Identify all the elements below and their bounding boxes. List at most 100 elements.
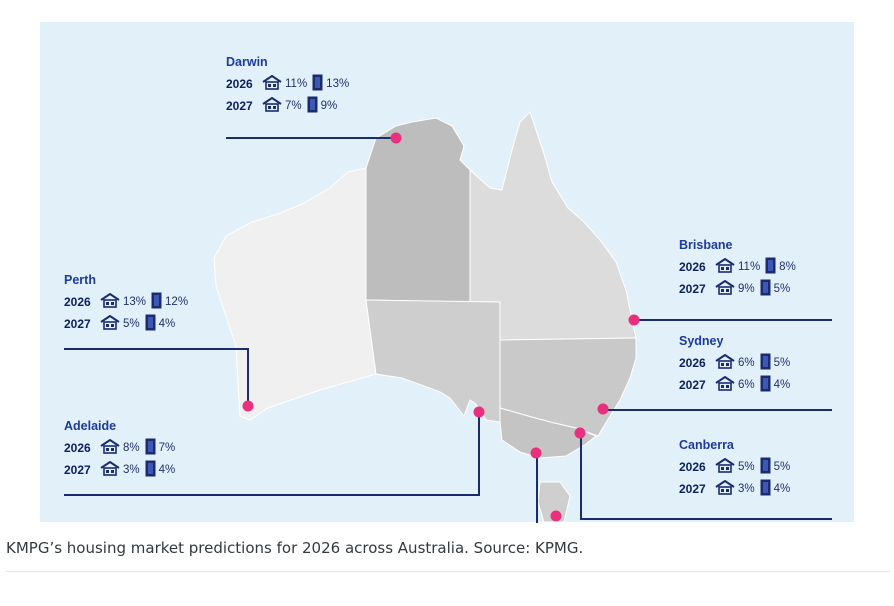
house-change: 5%: [123, 318, 140, 330]
house-icon: [262, 74, 282, 93]
house-change: 11%: [285, 78, 308, 90]
unit-change: 4%: [158, 318, 176, 330]
adelaide-leader-line-v: [478, 412, 480, 496]
figure-caption: KMPG’s housing market predictions for 20…: [6, 539, 584, 557]
unit-change: 8%: [779, 261, 796, 273]
house-icon: [715, 279, 735, 298]
year-label: 2026: [679, 460, 706, 474]
brisbane-block: Brisbane 2026 11% 8% 2027 9% 5%: [679, 238, 801, 300]
year-label: 2027: [226, 99, 253, 113]
apartment-icon: [145, 438, 156, 458]
year-label: 2027: [64, 317, 91, 331]
forecast-row: 2026 11% 13%: [226, 73, 354, 95]
city-name: Sydney: [679, 334, 724, 348]
house-icon: [715, 479, 735, 498]
forecast-row: 2026 6% 5%: [679, 352, 795, 374]
region-western-australia: [213, 167, 377, 421]
house-change: 9%: [738, 283, 755, 295]
forecast-row: 2027 9% 5%: [679, 278, 801, 300]
adelaide-leader-line-h: [64, 494, 480, 496]
apartment-icon: [765, 257, 776, 277]
house-change: 7%: [285, 100, 302, 112]
adelaide-block: Adelaide 2026 8% 7% 2027 3% 4%: [64, 419, 180, 481]
forecast-row: 2027 7% 9%: [226, 95, 354, 117]
region-victoria: [499, 407, 597, 459]
canberra-leader-line-h: [580, 518, 832, 520]
year-label: 2026: [64, 295, 91, 309]
house-change: 11%: [738, 261, 761, 273]
caption-divider: [6, 571, 890, 572]
house-icon: [262, 96, 282, 115]
hobart-marker: [550, 510, 562, 522]
year-label: 2026: [679, 356, 706, 370]
apartment-icon: [145, 314, 156, 334]
house-icon: [715, 457, 735, 476]
unit-change: 4%: [773, 379, 791, 391]
year-label: 2026: [226, 77, 253, 91]
house-change: 3%: [738, 483, 755, 495]
city-name: Adelaide: [64, 419, 117, 433]
apartment-icon: [760, 479, 771, 499]
house-change: 8%: [123, 442, 140, 454]
year-label: 2027: [679, 482, 706, 496]
melbourne-marker: [530, 447, 542, 459]
year-label: 2026: [64, 441, 91, 455]
apartment-icon: [151, 292, 162, 312]
canberra-block: Canberra 2026 5% 5% 2027 3% 4%: [679, 438, 795, 500]
forecast-row: 2026 5% 5%: [679, 456, 795, 478]
perth-leader-line-h: [64, 348, 248, 350]
house-icon: [715, 375, 735, 394]
city-name: Darwin: [226, 55, 268, 69]
house-change: 13%: [123, 296, 147, 308]
region-northern-territory: [365, 117, 471, 303]
region-tasmania: [537, 481, 571, 522]
forecast-row: 2027 3% 4%: [679, 478, 795, 500]
apartment-icon: [760, 375, 771, 395]
apartment-icon: [760, 279, 771, 299]
house-change: 5%: [738, 461, 755, 473]
year-label: 2027: [679, 378, 706, 392]
perth-leader-line-v: [247, 348, 249, 406]
darwin-leader-line: [226, 137, 397, 139]
unit-change: 5%: [773, 283, 791, 295]
sydney-leader-line: [603, 409, 832, 411]
forecast-row: 2026 11% 8%: [679, 256, 801, 278]
sydney-marker: [597, 403, 609, 415]
apartment-icon: [312, 74, 323, 94]
canberra-marker: [574, 427, 586, 439]
darwin-marker: [390, 132, 402, 144]
house-change: 6%: [738, 379, 755, 391]
apartment-icon: [760, 457, 771, 477]
house-icon: [100, 460, 120, 479]
australia-map: [213, 111, 637, 522]
unit-change: 9%: [320, 100, 338, 112]
perth-block: Perth 2026 13% 12% 2027 5% 4%: [64, 273, 193, 335]
year-label: 2026: [679, 260, 706, 274]
brisbane-leader-line: [634, 319, 832, 321]
house-change: 6%: [738, 357, 755, 369]
city-name: Perth: [64, 273, 96, 287]
apartment-icon: [307, 96, 318, 116]
year-label: 2027: [679, 282, 706, 296]
unit-change: 7%: [158, 442, 176, 454]
forecast-row: 2027 3% 4%: [64, 459, 180, 481]
forecast-row: 2027 6% 4%: [679, 374, 795, 396]
unit-change: 13%: [326, 78, 350, 90]
apartment-icon: [760, 353, 771, 373]
house-icon: [715, 257, 735, 276]
house-icon: [100, 292, 120, 311]
perth-marker: [242, 400, 254, 412]
city-name: Canberra: [679, 438, 734, 452]
forecast-row: 2026 8% 7%: [64, 437, 180, 459]
unit-change: 5%: [773, 461, 791, 473]
year-label: 2027: [64, 463, 91, 477]
house-change: 3%: [123, 464, 140, 476]
darwin-block: Darwin 2026 11% 13% 2027 7% 9%: [226, 55, 354, 117]
sydney-block: Sydney 2026 6% 5% 2027 6% 4%: [679, 334, 795, 396]
house-icon: [100, 438, 120, 457]
brisbane-marker: [628, 314, 640, 326]
house-icon: [100, 314, 120, 333]
unit-change: 12%: [165, 296, 189, 308]
unit-change: 4%: [773, 483, 791, 495]
apartment-icon: [145, 460, 156, 480]
